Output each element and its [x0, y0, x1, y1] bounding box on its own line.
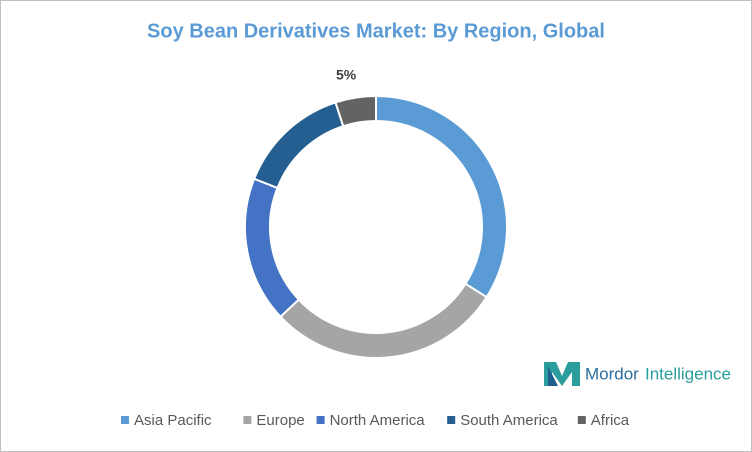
legend-marker	[121, 416, 129, 424]
logo-icon	[544, 362, 580, 386]
legend-marker	[243, 416, 252, 424]
logo-icon-part	[548, 366, 558, 386]
logo: Mordor Intelligence	[544, 362, 731, 386]
legend-label: Africa	[591, 412, 630, 429]
legend-label: Europe	[256, 412, 304, 429]
donut-slice	[334, 94, 377, 128]
legend-marker	[447, 416, 456, 424]
legend-label: Asia Pacific	[134, 412, 212, 429]
chart-title: Soy Bean Derivatives Market: By Region, …	[147, 20, 605, 42]
legend-label: North America	[330, 412, 426, 429]
legend-label: South America	[460, 412, 558, 429]
legend-marker	[577, 416, 586, 424]
legend-marker	[316, 416, 325, 424]
data-label: 5%	[336, 67, 357, 83]
logo-text: Mordor	[585, 364, 639, 383]
logo-text: Intelligence	[645, 364, 731, 383]
